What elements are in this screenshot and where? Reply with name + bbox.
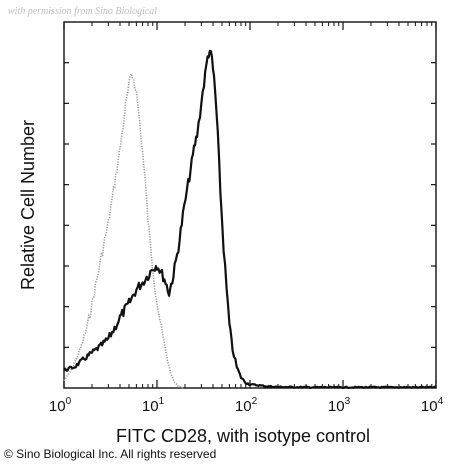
- copyright-text: © Sino Biological Inc. All rights reserv…: [4, 447, 216, 461]
- x-tick-label: 102: [235, 396, 258, 415]
- x-tick-label: 104: [421, 396, 444, 415]
- watermark-text: with permission from Sino Biological: [8, 6, 157, 17]
- y-axis-ticks: [64, 62, 436, 348]
- cd28-series: [63, 49, 437, 389]
- x-axis-ticks: [63, 22, 437, 388]
- x-tick-label: 101: [142, 396, 165, 415]
- x-tick-label: 103: [328, 396, 351, 415]
- isotype-control-series: [63, 73, 184, 389]
- x-tick-labels: 100 101 102 103 104: [49, 396, 444, 415]
- x-tick-label: 100: [49, 396, 72, 415]
- x-axis-title: FITC CD28, with isotype control: [116, 426, 370, 446]
- plot-frame: [63, 21, 437, 389]
- y-axis-title: Relative Cell Number: [18, 120, 38, 290]
- series-layer: [63, 49, 437, 389]
